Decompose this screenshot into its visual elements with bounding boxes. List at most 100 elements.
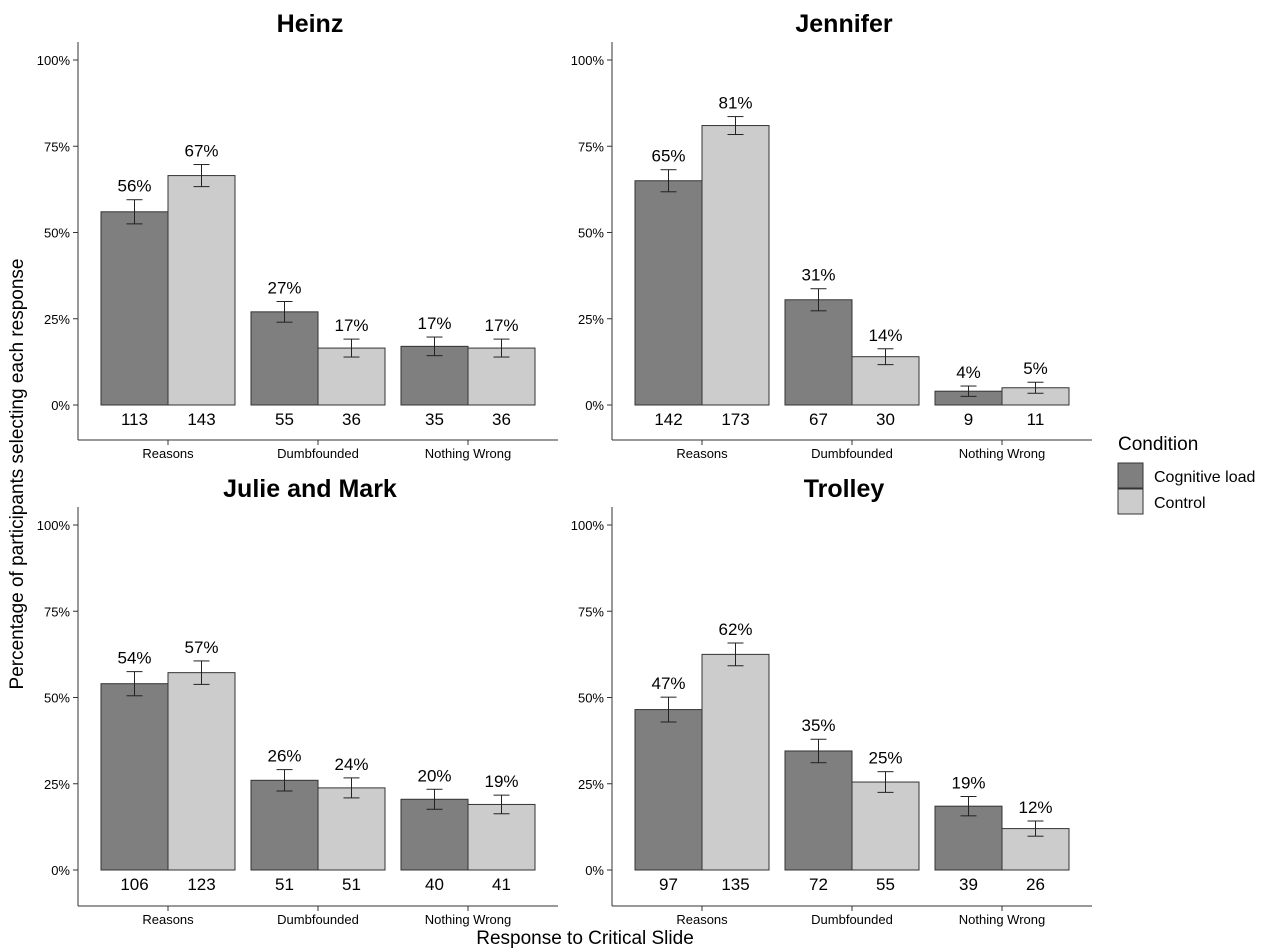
y-tick-label: 0% [51,398,70,413]
count-label: 26 [1026,875,1045,894]
bar-control [467,803,536,871]
y-tick-label: 100% [571,518,605,533]
count-label: 55 [275,410,294,429]
x-tick-label: Nothing Wrong [425,912,511,927]
y-tick-label: 50% [578,691,604,706]
y-tick-label: 75% [578,139,604,154]
count-label: 135 [721,875,749,894]
bar-cognitive-load [784,299,853,406]
count-label: 113 [121,410,148,429]
x-tick-label: Dumbfounded [277,912,359,927]
bar-cognitive-load [250,779,319,871]
count-label: 39 [959,875,978,894]
data-label: 14% [868,326,902,345]
y-tick-label: 50% [578,226,604,241]
data-label: 19% [951,774,985,793]
count-label: 9 [964,410,973,429]
x-tick-label: Dumbfounded [811,446,893,461]
data-label: 54% [117,649,151,668]
bar-control [851,781,920,871]
x-tick-label: Reasons [142,446,194,461]
y-tick-label: 25% [44,777,70,792]
x-axis-title: Response to Critical Slide [476,928,694,949]
count-label: 106 [120,875,148,894]
data-label: 47% [651,674,685,693]
legend-swatch-cognitive-load [1117,462,1144,489]
y-tick-label: 50% [44,691,70,706]
data-label: 20% [417,766,451,785]
x-tick-label: Nothing Wrong [959,912,1045,927]
bar-cognitive-load [634,709,703,871]
data-label: 57% [184,638,218,657]
bar-control [701,125,770,406]
bar-control [317,787,386,871]
y-tick-label: 75% [578,604,604,619]
count-label: 36 [342,410,361,429]
data-label: 19% [484,772,518,791]
panel-title: Jennifer [795,10,893,38]
panel-4: Trolley 0% 25% 50% 75% 100% Reasons 47% 97 62% 135… [571,475,1092,927]
bar-cognitive-load [100,683,169,871]
count-label: 67 [809,410,828,429]
bar-cognitive-load [934,805,1003,871]
y-tick-label: 0% [585,398,604,413]
data-label: 62% [718,620,752,639]
data-label: 26% [267,747,301,766]
data-label: 67% [184,142,218,161]
count-label: 72 [809,875,828,894]
bar-cognitive-load [400,798,469,871]
panel-1: Heinz 0% 25% 50% 75% 100% Reasons 56% 113 67% 143 D… [37,10,558,461]
y-tick-label: 50% [44,226,70,241]
count-label: 173 [721,410,749,429]
legend-label-control: Control [1154,495,1206,512]
x-tick-label: Dumbfounded [811,912,893,927]
bar-cognitive-load [784,750,853,871]
panel-2: Jennifer 0% 25% 50% 75% 100% Reasons 65% 142 81% 1… [571,10,1092,461]
panel-3: Julie and Mark 0% 25% 50% 75% 100% Reasons 54% 1… [37,475,558,927]
count-label: 41 [492,875,511,894]
y-tick-label: 25% [578,777,604,792]
data-label: 81% [718,94,752,113]
bar-cognitive-load [634,180,703,406]
x-tick-label: Reasons [142,912,194,927]
panel-title: Julie and Mark [223,475,397,503]
count-label: 35 [425,410,444,429]
data-label: 35% [801,716,835,735]
count-label: 30 [876,410,895,429]
data-label: 25% [868,749,902,768]
data-label: 24% [334,755,368,774]
bar-control [167,175,236,406]
data-label: 5% [1023,359,1048,378]
bar-cognitive-load [250,311,319,406]
count-label: 123 [187,875,215,894]
count-label: 55 [876,875,895,894]
legend-label-cognitive-load: Cognitive load [1154,469,1255,486]
chart-panels: Heinz 0% 25% 50% 75% 100% Reasons 56% 113 67% 143 D… [37,10,1092,927]
panel-title: Heinz [277,10,344,38]
count-label: 143 [187,410,215,429]
data-label: 4% [956,363,981,382]
bar-control [467,347,536,406]
x-tick-label: Dumbfounded [277,446,359,461]
x-tick-label: Nothing Wrong [425,446,511,461]
count-label: 142 [654,410,682,429]
panel-title: Trolley [804,475,885,503]
x-tick-label: Reasons [676,446,728,461]
y-tick-label: 75% [44,604,70,619]
data-label: 12% [1018,798,1052,817]
count-label: 51 [342,875,361,894]
y-axis-title: Percentage of participants selecting eac… [7,259,28,690]
legend-swatch-control [1117,488,1144,515]
count-label: 40 [425,875,444,894]
legend: Condition Cognitive load Control [1117,434,1255,515]
y-tick-label: 25% [578,312,604,327]
count-label: 36 [492,410,511,429]
count-label: 51 [275,875,294,894]
y-tick-label: 75% [44,139,70,154]
data-label: 27% [267,279,301,298]
data-label: 31% [801,266,835,285]
y-tick-label: 25% [44,312,70,327]
data-label: 17% [484,316,518,335]
x-tick-label: Nothing Wrong [959,446,1045,461]
